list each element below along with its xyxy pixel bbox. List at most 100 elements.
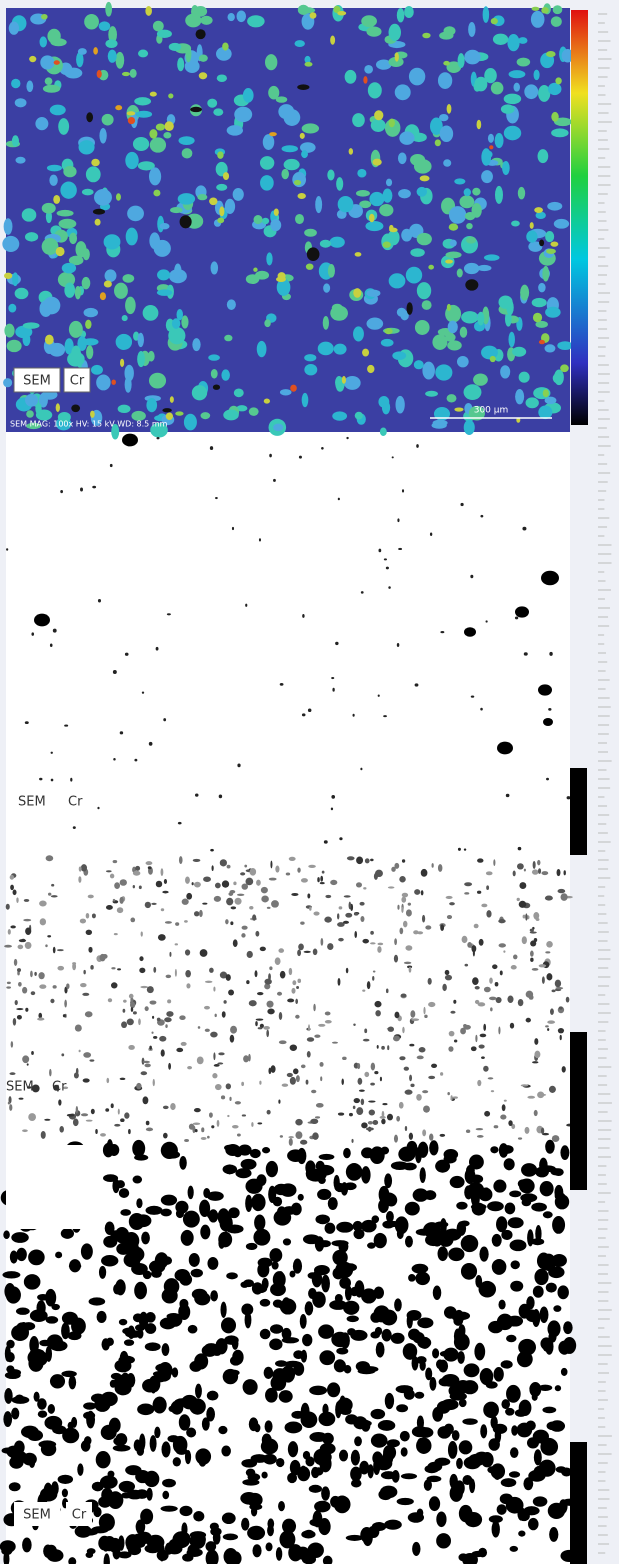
speck — [215, 497, 218, 499]
phase-blob — [241, 1459, 257, 1468]
heat-blob — [143, 305, 159, 321]
phase-blob — [546, 1283, 557, 1293]
heat-blob — [213, 108, 223, 115]
phase-blob — [91, 1526, 108, 1533]
speck — [290, 1077, 296, 1085]
speck — [221, 1095, 225, 1099]
speck — [212, 1073, 217, 1078]
speck — [279, 1040, 287, 1044]
speck — [498, 1027, 500, 1035]
phase-blob — [339, 1277, 351, 1289]
speck — [83, 1052, 91, 1058]
speck — [472, 977, 479, 985]
speck — [22, 1055, 29, 1063]
phase-blob — [189, 1398, 206, 1414]
heat-blob — [369, 214, 375, 223]
speck — [185, 949, 190, 955]
speck — [222, 880, 229, 887]
heat-blob — [156, 123, 165, 130]
heat-blob — [389, 24, 401, 41]
speck — [378, 695, 380, 697]
speck — [356, 857, 363, 865]
speck — [295, 1119, 302, 1126]
phase-blob — [384, 1520, 402, 1530]
speck — [237, 764, 240, 768]
heat-blob — [208, 354, 220, 360]
heat-blob — [40, 36, 47, 47]
page: SEM Cr 300 µm SEM MAG: 100x HV: 15 kV WD… — [0, 0, 619, 1564]
speck — [217, 1120, 220, 1127]
heat-blob — [409, 68, 425, 86]
speck — [308, 1024, 310, 1031]
speck — [277, 992, 282, 996]
speck — [380, 1077, 382, 1081]
phase-blob — [397, 1498, 414, 1505]
speck — [162, 891, 168, 894]
speck — [566, 997, 570, 1003]
phase-blob — [261, 1472, 267, 1479]
heat-blob — [116, 334, 132, 350]
heat-blob — [382, 401, 390, 415]
phase-blob — [403, 1163, 417, 1171]
heat-blob — [502, 161, 510, 175]
phase-blob — [176, 1209, 184, 1218]
speck — [494, 1125, 499, 1128]
phase-blob — [266, 1161, 278, 1177]
phase-blob — [199, 1200, 210, 1217]
phase-blob — [474, 1343, 485, 1361]
speck — [241, 933, 245, 938]
speck — [346, 968, 349, 974]
heat-blob — [150, 92, 157, 97]
speck — [252, 914, 256, 920]
heat-blob — [323, 316, 329, 330]
speck — [10, 885, 14, 891]
speck — [406, 909, 412, 916]
speck — [51, 752, 53, 754]
speck — [322, 871, 325, 874]
speck — [273, 479, 276, 482]
speck — [430, 532, 432, 535]
heat-blob — [310, 12, 317, 18]
speck — [57, 949, 64, 951]
speck — [548, 708, 551, 711]
phase-blob — [501, 1478, 517, 1487]
speck — [360, 902, 365, 906]
speck — [532, 968, 539, 971]
speck — [106, 870, 112, 872]
speck — [110, 464, 113, 467]
phase-blob — [507, 1316, 523, 1327]
speck — [148, 866, 152, 869]
speck — [428, 978, 432, 985]
phase-blob — [335, 1500, 345, 1512]
speck — [185, 970, 191, 977]
phase-blob — [378, 1489, 392, 1500]
phase-blob — [50, 1374, 65, 1388]
heat-blob — [40, 55, 54, 69]
phase-blob — [375, 1327, 382, 1336]
phase-blob — [145, 1342, 161, 1351]
heat-blob — [445, 259, 453, 263]
pore — [538, 684, 552, 695]
phase-blob — [424, 1479, 432, 1490]
speck — [44, 1119, 50, 1121]
heat-blob — [149, 373, 166, 389]
speck — [541, 871, 548, 875]
speck — [215, 1084, 222, 1090]
speck — [141, 931, 143, 936]
heat-blob — [406, 267, 422, 284]
speck — [423, 1105, 430, 1112]
phase-blob — [242, 1479, 259, 1486]
heat-blob — [454, 407, 463, 411]
speck — [564, 870, 566, 875]
heat-blob — [447, 340, 462, 350]
speck — [401, 993, 407, 997]
phase-blob — [469, 1478, 475, 1493]
ruler — [598, 14, 612, 1553]
speck — [394, 938, 397, 945]
speck — [311, 1090, 316, 1093]
phase-blob — [400, 1431, 410, 1442]
phase-blob — [55, 1252, 62, 1259]
speck — [338, 1112, 344, 1115]
heat-blob — [334, 344, 347, 355]
speck — [489, 997, 497, 1001]
